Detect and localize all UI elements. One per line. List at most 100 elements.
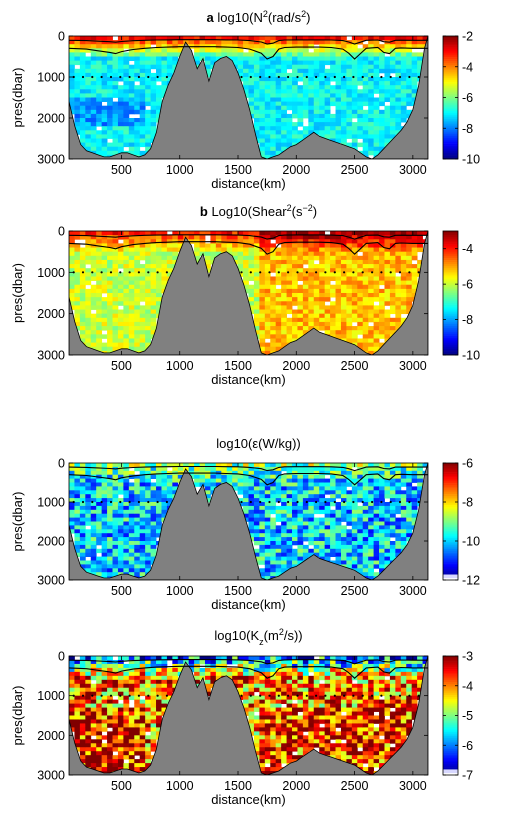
heatmap-cell — [134, 89, 141, 94]
heatmap-cell — [313, 326, 320, 331]
heatmap-cell — [292, 466, 298, 472]
heatmap-cell — [270, 150, 277, 156]
heatmap-cell — [123, 529, 130, 534]
heatmap-cell — [150, 691, 157, 697]
heatmap-cell — [90, 470, 97, 476]
heatmap-cell — [259, 109, 266, 115]
heatmap-cell — [335, 68, 342, 74]
heatmap-cell — [292, 105, 298, 111]
heatmap-cell — [172, 656, 179, 661]
heatmap-cell — [340, 474, 347, 479]
heatmap-cell — [243, 56, 249, 61]
heatmap-cell — [346, 478, 353, 483]
heatmap-cell — [134, 572, 141, 577]
heatmap-cell — [96, 711, 103, 716]
heatmap-cell — [145, 552, 151, 557]
heatmap-cell — [384, 251, 391, 257]
heatmap-cell — [96, 715, 103, 720]
heatmap-cell — [161, 44, 168, 49]
heatmap-cell — [302, 101, 309, 107]
heatmap-cell — [351, 268, 358, 273]
heatmap-cell — [139, 687, 146, 693]
heatmap-cell — [150, 255, 157, 261]
heatmap-cell — [270, 40, 277, 45]
heatmap-cell — [90, 142, 97, 148]
heatmap-cell — [335, 272, 342, 277]
heatmap-cell — [145, 490, 151, 495]
heatmap-cell — [302, 301, 309, 306]
heatmap-cell — [357, 72, 364, 78]
heatmap-cell — [302, 247, 309, 253]
heatmap-cell — [340, 68, 347, 74]
heatmap-cell — [156, 56, 162, 61]
heatmap-cell — [139, 663, 146, 669]
heatmap-cell — [128, 723, 135, 728]
heatmap-cell — [384, 326, 391, 331]
heatmap-cell — [362, 509, 369, 515]
heatmap-cell — [204, 671, 211, 677]
heatmap-cell — [313, 68, 320, 74]
heatmap-cell — [259, 36, 266, 41]
heatmap-cell — [406, 52, 413, 57]
heatmap-cell — [123, 231, 130, 236]
heatmap-cell — [330, 498, 336, 503]
heatmap-cell — [101, 126, 108, 131]
heatmap-cell — [243, 671, 249, 677]
heatmap-cell — [275, 494, 282, 499]
heatmap-cell — [259, 667, 266, 673]
heatmap-cell — [406, 288, 413, 294]
heatmap-cell — [259, 122, 266, 127]
heatmap-cell — [204, 247, 211, 253]
heatmap-cell — [123, 134, 130, 139]
heatmap-cell — [96, 276, 103, 281]
heatmap-cell — [264, 255, 271, 261]
heatmap-cell — [297, 541, 304, 546]
heatmap-cell — [400, 60, 407, 66]
heatmap-cell — [74, 313, 81, 319]
heatmap-cell — [335, 541, 342, 546]
heatmap-cell — [107, 77, 113, 82]
heatmap-cell — [384, 85, 391, 90]
heatmap-cell — [172, 478, 179, 483]
heatmap-cell — [134, 305, 141, 310]
heatmap-cell — [313, 313, 320, 319]
heatmap-cell — [302, 64, 309, 70]
heatmap-cell — [194, 48, 200, 53]
heatmap-cell — [107, 505, 113, 511]
heatmap-cell — [172, 659, 179, 665]
heatmap-cell — [145, 759, 151, 764]
heatmap-cell — [90, 321, 97, 327]
heatmap-cell — [134, 671, 141, 677]
heatmap-cell — [302, 498, 309, 503]
heatmap-cell — [101, 342, 108, 348]
heatmap-cell — [335, 544, 342, 550]
heatmap-cell — [90, 293, 97, 298]
heatmap-cell — [335, 101, 342, 107]
heatmap-cell — [335, 268, 342, 273]
heatmap-cell — [330, 44, 336, 49]
heatmap-cell — [79, 683, 86, 689]
heatmap-cell — [330, 52, 336, 57]
heatmap-cell — [275, 109, 282, 115]
heatmap-cell — [362, 93, 369, 98]
heatmap-cell — [172, 255, 179, 261]
heatmap-cell — [302, 321, 309, 327]
heatmap-cell — [79, 470, 86, 476]
heatmap-cell — [281, 313, 287, 319]
heatmap-cell — [145, 264, 151, 269]
heatmap-cell — [286, 470, 293, 476]
heatmap-cell — [128, 513, 135, 518]
heatmap-cell — [161, 40, 168, 45]
heatmap-cell — [253, 505, 260, 511]
heatmap-cell — [85, 138, 92, 143]
heatmap-cell — [264, 326, 271, 331]
heatmap-cell — [319, 490, 326, 495]
heatmap-cell — [406, 255, 413, 261]
heatmap-cell — [324, 313, 331, 319]
heatmap-cell — [253, 463, 260, 468]
heatmap-cell — [166, 48, 173, 53]
heatmap-cell — [373, 552, 380, 557]
heatmap-cell — [330, 134, 336, 139]
heatmap-cell — [128, 284, 135, 290]
heatmap-cell — [259, 529, 266, 534]
